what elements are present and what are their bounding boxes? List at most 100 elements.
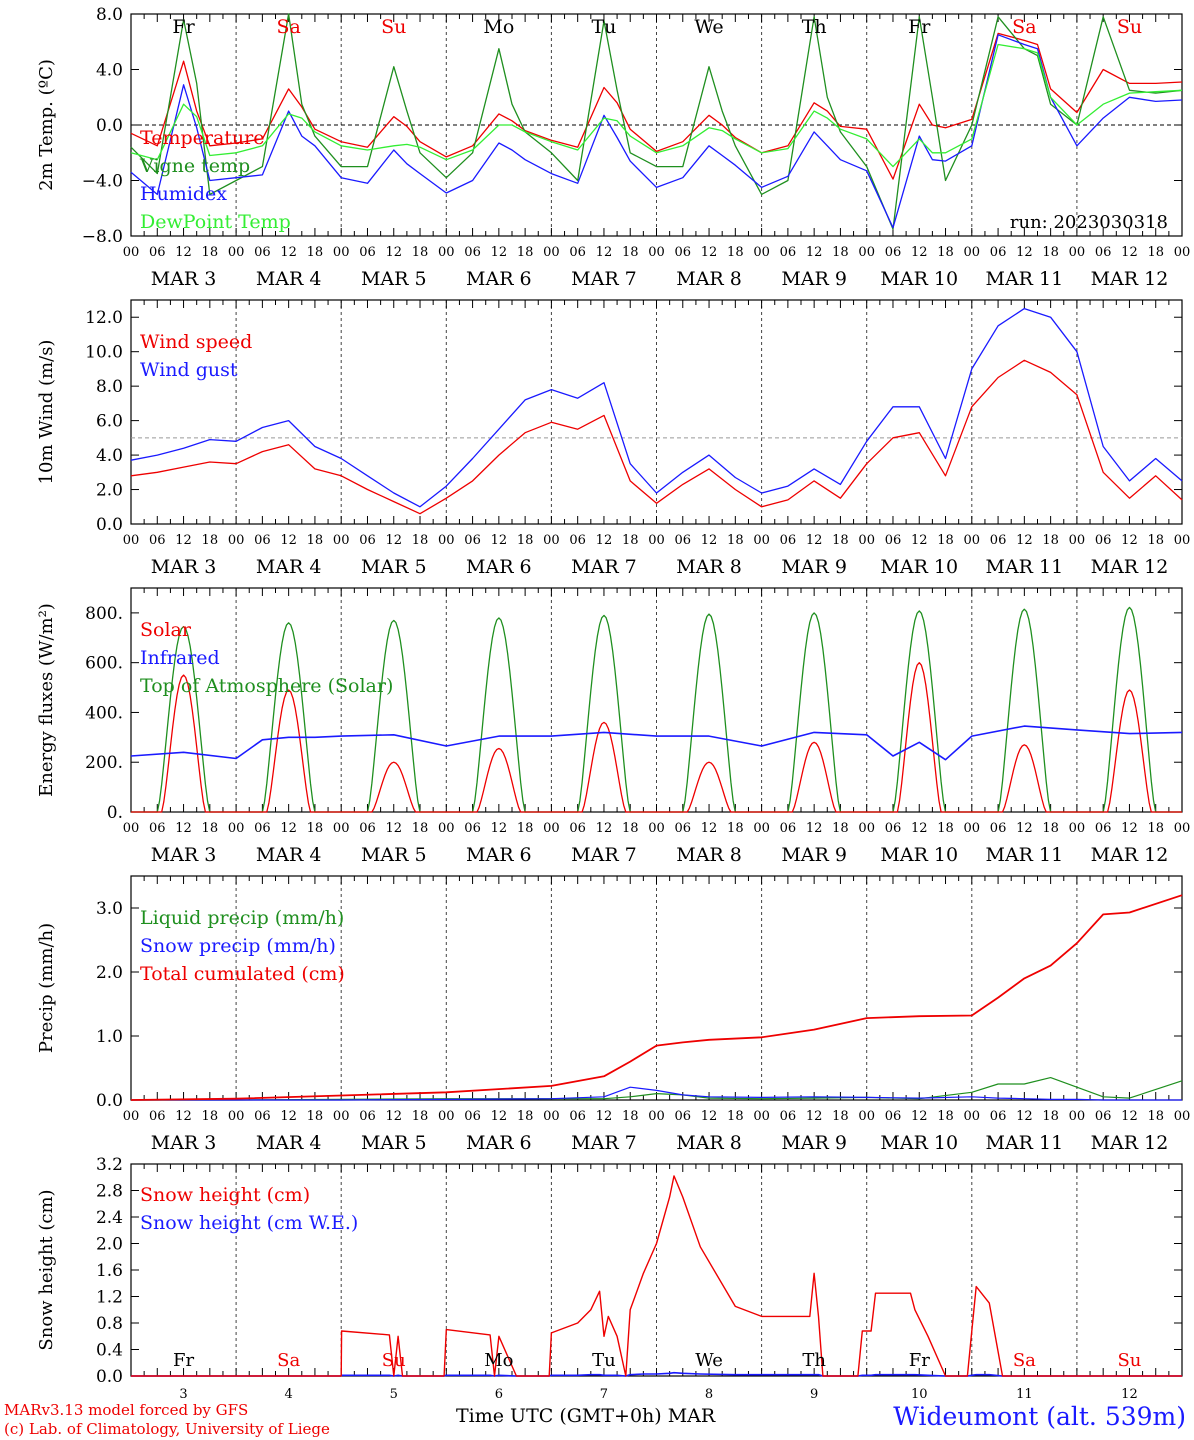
x-hour-label: 00 xyxy=(543,1109,560,1124)
x-date-label: MAR 9 xyxy=(781,268,847,290)
x-date-label: MAR 11 xyxy=(985,844,1063,866)
x-hour-label: 18 xyxy=(1147,821,1164,836)
x-hour-label: 12 xyxy=(596,1109,613,1124)
x-date-label: MAR 4 xyxy=(256,1132,322,1154)
y-tick-label: 8.0 xyxy=(96,377,123,397)
x-hour-label: 06 xyxy=(254,821,271,836)
x-hour-label: 18 xyxy=(832,245,849,260)
legend-entry: Top of Atmosphere (Solar) xyxy=(140,675,393,697)
x-hour-label: 18 xyxy=(832,1109,849,1124)
x-hour-label: 00 xyxy=(858,533,875,548)
x-hour-label: 00 xyxy=(1069,533,1086,548)
x-hour-label: 12 xyxy=(596,533,613,548)
y-tick-label: 0.8 xyxy=(96,1314,123,1334)
x-hour-label: 12 xyxy=(175,533,192,548)
x-date-label: MAR 6 xyxy=(466,268,532,290)
x-hour-label: 12 xyxy=(385,1109,402,1124)
y-axis-label: Snow height (cm) xyxy=(36,1189,57,1350)
x-hour-label: 12 xyxy=(1016,245,1033,260)
x-hour-label: 18 xyxy=(937,1109,954,1124)
x-hour-label: 06 xyxy=(780,245,797,260)
x-hour-label: 18 xyxy=(412,245,429,260)
x-date-label: MAR 4 xyxy=(256,556,322,578)
x-hour-label: 00 xyxy=(1174,245,1191,260)
series-line-3 xyxy=(130,34,1183,229)
x-hour-label: 00 xyxy=(123,1109,140,1124)
x-hour-label: 00 xyxy=(1174,821,1191,836)
panel-4 xyxy=(130,875,1183,1101)
time-axis-title: Time UTC (GMT+0h) MAR xyxy=(456,1405,716,1427)
x-date-label: MAR 9 xyxy=(781,844,847,866)
y-axis-label: 10m Wind (m/s) xyxy=(36,340,57,485)
x-hour-label: 06 xyxy=(149,821,166,836)
x-hour-label: 00 xyxy=(543,821,560,836)
x-hour-label: 18 xyxy=(622,533,639,548)
y-tick-label: 0. xyxy=(107,803,123,823)
panel-2 xyxy=(130,299,1183,525)
y-tick-label: 200. xyxy=(85,753,123,773)
x-hour-label: 06 xyxy=(780,821,797,836)
y-tick-label: −4.0 xyxy=(82,172,123,192)
x-hour-label: 06 xyxy=(990,533,1007,548)
x-date-label: MAR 6 xyxy=(466,1132,532,1154)
x-date-label: MAR 7 xyxy=(571,1132,637,1154)
x-date-label: MAR 3 xyxy=(151,556,217,578)
x-hour-label: 18 xyxy=(727,245,744,260)
x-hour-label: 12 xyxy=(280,821,297,836)
x-hour-label: 00 xyxy=(333,1109,350,1124)
run-label: run: 2023030318 xyxy=(1010,212,1168,233)
x-hour-label: 18 xyxy=(1042,245,1059,260)
day-number-label: 10 xyxy=(911,1387,928,1402)
model-credit: MARv3.13 model forced by GFS xyxy=(4,1401,249,1419)
plot-frame xyxy=(130,587,1183,813)
x-hour-label: 06 xyxy=(464,245,481,260)
series-line-3 xyxy=(130,894,1183,1101)
x-hour-label: 12 xyxy=(175,821,192,836)
x-date-label: MAR 3 xyxy=(151,268,217,290)
x-date-label: MAR 10 xyxy=(880,844,958,866)
y-tick-label: 2.0 xyxy=(96,481,123,501)
x-date-label: MAR 3 xyxy=(151,844,217,866)
x-hour-label: 18 xyxy=(307,821,324,836)
series-line-solar xyxy=(131,662,1182,813)
x-date-label: MAR 10 xyxy=(880,268,958,290)
x-date-label: MAR 10 xyxy=(880,556,958,578)
x-hour-label: 12 xyxy=(385,821,402,836)
legend-entry: Snow height (cm) xyxy=(140,1184,310,1206)
x-date-label: MAR 11 xyxy=(985,268,1063,290)
y-tick-label: 3.2 xyxy=(96,1155,123,1175)
x-hour-label: 12 xyxy=(701,245,718,260)
weekday-label: Th xyxy=(802,16,827,38)
x-date-label: MAR 7 xyxy=(571,268,637,290)
x-hour-label: 12 xyxy=(491,245,508,260)
x-hour-label: 06 xyxy=(569,245,586,260)
y-tick-label: 10.0 xyxy=(85,343,123,363)
plot-frame xyxy=(130,299,1183,525)
y-tick-label: 12.0 xyxy=(85,308,123,328)
x-hour-label: 12 xyxy=(491,533,508,548)
y-tick-label: 0.4 xyxy=(96,1341,123,1361)
y-axis-label: Precip (mm/h) xyxy=(36,923,57,1053)
x-hour-label: 12 xyxy=(911,821,928,836)
x-hour-label: 00 xyxy=(438,1109,455,1124)
x-hour-label: 06 xyxy=(359,821,376,836)
x-hour-label: 06 xyxy=(464,821,481,836)
x-hour-label: 06 xyxy=(359,533,376,548)
day-number-label: 12 xyxy=(1121,1387,1138,1402)
y-tick-label: 4.0 xyxy=(96,61,123,81)
day-number-label: 7 xyxy=(600,1387,608,1402)
x-hour-label: 18 xyxy=(412,533,429,548)
x-hour-label: 18 xyxy=(937,821,954,836)
x-hour-label: 06 xyxy=(1095,1109,1112,1124)
x-hour-label: 12 xyxy=(1016,1109,1033,1124)
x-hour-label: 00 xyxy=(1069,821,1086,836)
legend-entry: Humidex xyxy=(140,183,227,205)
x-hour-label: 00 xyxy=(1174,533,1191,548)
weekday-label: Fr xyxy=(908,16,931,38)
x-hour-label: 18 xyxy=(727,821,744,836)
x-hour-label: 00 xyxy=(228,821,245,836)
x-hour-label: 06 xyxy=(885,533,902,548)
weekday-label: Fr xyxy=(173,1350,194,1371)
y-tick-label: 0.0 xyxy=(96,1367,123,1387)
x-hour-label: 00 xyxy=(438,821,455,836)
